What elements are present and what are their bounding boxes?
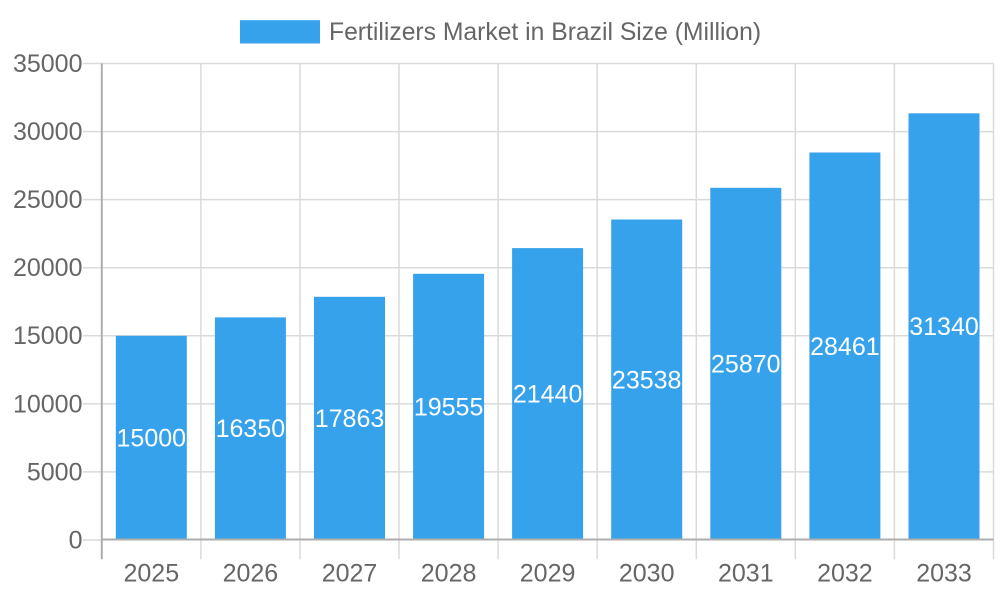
svg-text:30000: 30000: [13, 118, 83, 146]
svg-text:20000: 20000: [13, 254, 83, 282]
svg-text:2025: 2025: [123, 560, 179, 588]
svg-text:23538: 23538: [612, 366, 682, 394]
svg-text:31340: 31340: [909, 313, 979, 341]
svg-text:2030: 2030: [619, 560, 675, 588]
svg-text:5000: 5000: [27, 458, 83, 486]
svg-text:25870: 25870: [711, 350, 781, 378]
svg-text:2026: 2026: [223, 560, 279, 588]
svg-text:2028: 2028: [421, 560, 477, 588]
svg-text:2032: 2032: [817, 560, 873, 588]
svg-text:2031: 2031: [718, 560, 774, 588]
svg-text:2033: 2033: [916, 560, 972, 588]
svg-text:0: 0: [69, 526, 83, 554]
svg-text:28461: 28461: [810, 333, 880, 361]
svg-text:15000: 15000: [13, 322, 83, 350]
svg-text:2029: 2029: [520, 560, 576, 588]
svg-text:19555: 19555: [414, 393, 484, 421]
svg-text:21440: 21440: [513, 381, 583, 409]
svg-text:10000: 10000: [13, 390, 83, 418]
svg-text:Fertilizers Market in Brazil S: Fertilizers Market in Brazil Size (Milli…: [329, 19, 761, 46]
svg-text:25000: 25000: [13, 186, 83, 214]
svg-text:35000: 35000: [13, 50, 83, 78]
svg-text:17863: 17863: [315, 405, 385, 433]
svg-text:15000: 15000: [117, 424, 187, 452]
svg-text:16350: 16350: [216, 415, 286, 443]
svg-text:2027: 2027: [322, 560, 378, 588]
